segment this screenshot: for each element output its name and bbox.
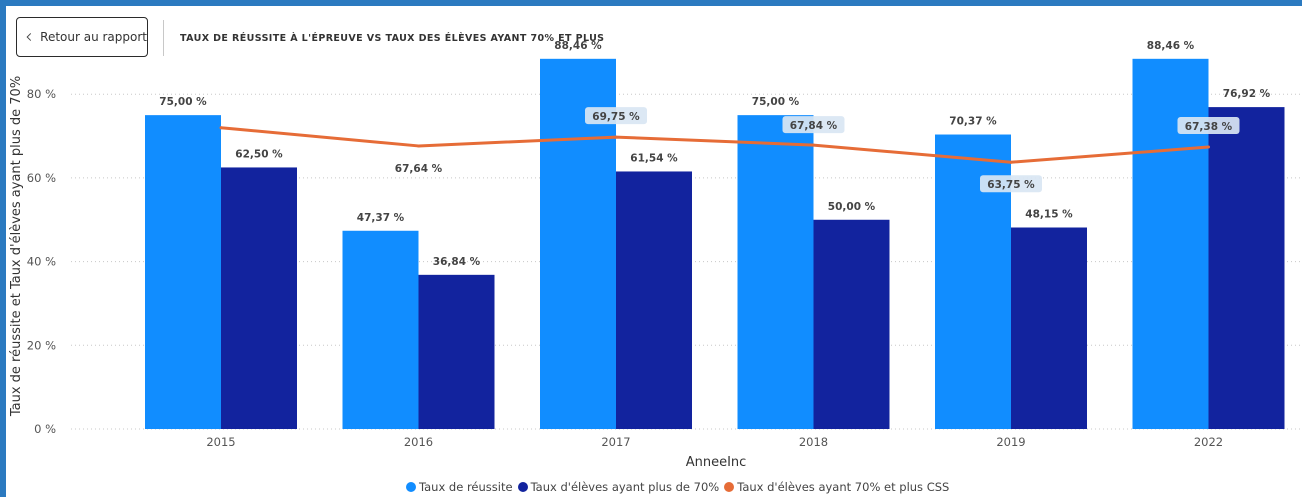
bar-students-70[interactable] [221, 167, 297, 429]
y-tick-label: 40 % [27, 255, 56, 269]
line-value-label: 67,38 % [1185, 121, 1233, 133]
back-button-label: Retour au rapport [40, 30, 147, 44]
css-line-point[interactable] [1207, 145, 1210, 149]
report-panel: Retour au rapport TAUX DE RÉUSSITE À L'É… [6, 6, 1302, 497]
bar-value-label: 76,92 % [1223, 88, 1271, 100]
x-axis-ticks: 2015 2016 2017 2018 2019 2022 [206, 435, 1223, 449]
css-line-path[interactable] [220, 126, 1209, 164]
bar-value-label: 36,84 % [433, 256, 481, 268]
bar-value-label: 88,46 % [554, 40, 602, 52]
css-line [219, 126, 1210, 164]
legend-label: Taux de réussite [419, 480, 513, 494]
x-tick-label: 2022 [1194, 435, 1223, 449]
chevron-left-icon [26, 33, 32, 41]
legend-item[interactable]: Taux d'élèves ayant 70% et plus CSS [724, 480, 949, 494]
y-tick-label: 20 % [27, 338, 56, 352]
y-tick-label: 60 % [27, 171, 56, 185]
data-labels: 75,00 % 47,37 % 88,46 % 75,00 % 70,37 % 88,46… [159, 40, 1270, 268]
page-title: TAUX DE RÉUSSITE À L'ÉPREUVE VS TAUX DES… [180, 33, 605, 44]
bar-students-70[interactable] [418, 274, 495, 429]
chart-legend: Taux de réussite Taux d'élèves ayant plus… [406, 479, 954, 495]
y-tick-label: 80 % [27, 87, 56, 101]
bar-value-label: 88,46 % [1147, 40, 1195, 52]
bar-value-label: 75,00 % [752, 96, 800, 108]
bar-value-label: 48,15 % [1025, 209, 1073, 221]
bar-success-rate[interactable] [1132, 58, 1209, 430]
y-axis-ticks: 0 % 20 % 40 % 60 % 80 % [27, 87, 56, 436]
bar-value-label: 61,54 % [630, 152, 678, 164]
legend-item[interactable]: Taux de réussite [406, 480, 513, 494]
bar-students-70[interactable] [813, 219, 890, 429]
line-value-label: 63,75 % [987, 179, 1035, 191]
legend-label: Taux d'élèves ayant plus de 70% [530, 480, 720, 494]
x-axis-title: AnneeInc [686, 455, 747, 470]
bar-students-70[interactable] [1208, 107, 1285, 430]
line-value-label: 67,84 % [790, 120, 838, 132]
line-label-background [1177, 117, 1240, 135]
line-label-background [782, 116, 845, 134]
combo-chart: Taux de réussite et Taux d'élèves ayant … [9, 40, 1302, 470]
css-line-point[interactable] [219, 126, 223, 130]
css-line-point[interactable] [812, 143, 815, 147]
bar-value-label: 62,50 % [235, 148, 283, 160]
x-tick-label: 2019 [996, 435, 1025, 449]
bar-value-label: 50,00 % [828, 201, 876, 213]
line-value-label: 67,64 % [395, 163, 443, 175]
legend-marker [517, 482, 528, 492]
css-line-point[interactable] [1009, 160, 1013, 164]
bar-students-70[interactable] [1011, 227, 1087, 429]
line-label-background [980, 175, 1042, 193]
bar-value-label: 70,37 % [949, 116, 997, 128]
bar-value-label: 47,37 % [357, 212, 405, 224]
title-divider [163, 20, 164, 56]
css-line-point[interactable] [417, 144, 420, 148]
back-to-report-button[interactable]: Retour au rapport [16, 17, 148, 57]
line-value-label: 69,75 % [592, 111, 640, 123]
legend-marker [724, 482, 735, 492]
x-tick-label: 2017 [601, 435, 630, 449]
legend-item[interactable]: Taux d'élèves ayant plus de 70% [517, 480, 720, 494]
bar-students-70[interactable] [616, 171, 692, 429]
bar-success-rate[interactable] [737, 115, 814, 430]
x-tick-label: 2018 [799, 435, 828, 449]
bar-success-rate[interactable] [145, 115, 221, 430]
x-tick-label: 2016 [404, 435, 433, 449]
css-line-point[interactable] [614, 135, 618, 139]
bars [145, 58, 1285, 430]
y-tick-label: 0 % [34, 422, 56, 436]
line-label-background [585, 107, 647, 125]
bar-value-label: 75,00 % [159, 96, 207, 108]
x-tick-label: 2015 [206, 435, 235, 449]
legend-label: Taux d'élèves ayant 70% et plus CSS [737, 480, 950, 494]
legend-marker [406, 482, 416, 492]
bar-success-rate[interactable] [342, 230, 419, 429]
y-axis-title: Taux de réussite et Taux d'élèves ayant … [9, 76, 24, 417]
